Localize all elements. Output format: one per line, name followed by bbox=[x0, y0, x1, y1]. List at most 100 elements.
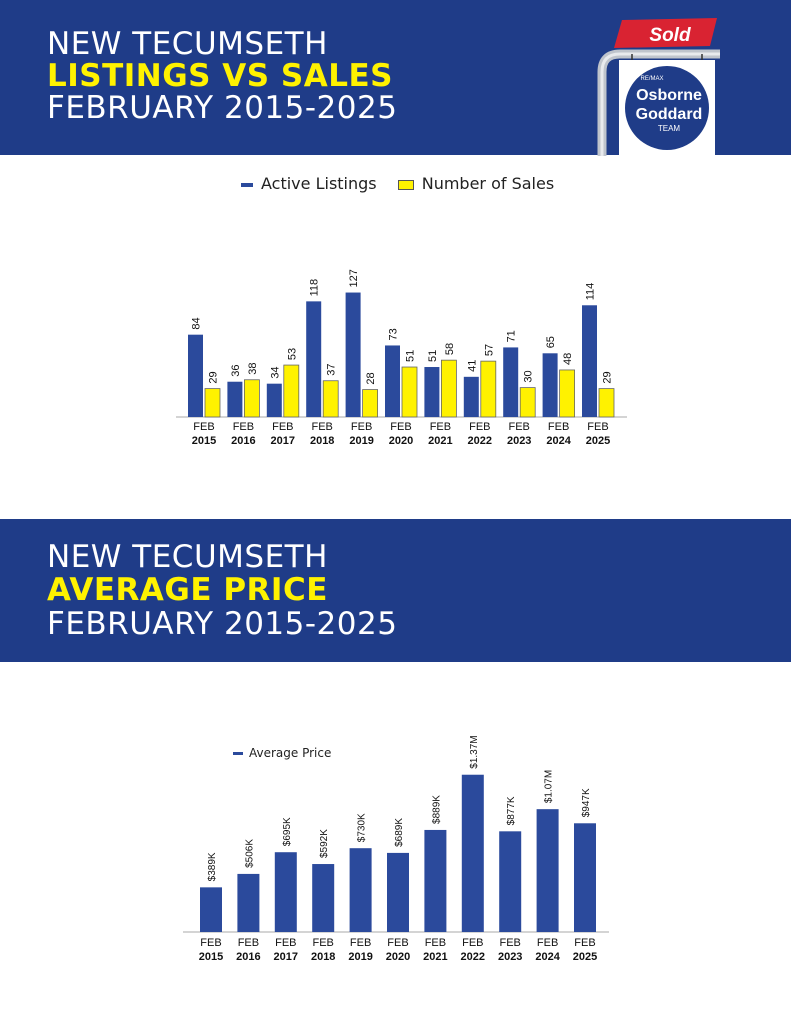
tick-label-month: FEB bbox=[462, 937, 483, 949]
data-label-listings-2024: 65 bbox=[545, 336, 557, 348]
tick-label-year: 2015 bbox=[192, 435, 216, 447]
tick-label-year: 2023 bbox=[507, 435, 531, 447]
title2-line2: AVERAGE PRICE bbox=[47, 572, 328, 608]
logo-name1: Osborne bbox=[636, 87, 702, 104]
tick-label-month: FEB bbox=[272, 421, 293, 433]
chart1-legend: Active Listings Number of Sales bbox=[241, 174, 554, 193]
bar-listings-2020 bbox=[385, 345, 400, 417]
tick-label-month: FEB bbox=[312, 937, 333, 949]
bar-sales-2017 bbox=[283, 364, 300, 418]
legend-label-active-listings: Active Listings bbox=[261, 174, 377, 193]
data-label-listings-2016: 36 bbox=[230, 364, 242, 376]
tick-label-month: FEB bbox=[574, 937, 595, 949]
logo-circle bbox=[625, 66, 709, 150]
tick-label-year: 2017 bbox=[274, 951, 298, 963]
data-label-sales-2016: 38 bbox=[247, 363, 259, 375]
tick-label-year: 2017 bbox=[271, 435, 295, 447]
chart2-legend: Average Price bbox=[233, 746, 331, 760]
data-label-sales-2023: 30 bbox=[523, 370, 535, 382]
bar-listings-2023 bbox=[503, 347, 519, 417]
tick-label-month: FEB bbox=[200, 937, 221, 949]
bar-average-price-2016 bbox=[237, 873, 260, 932]
tick-label-year: 2023 bbox=[498, 951, 522, 963]
bar-listings-2015 bbox=[188, 334, 203, 417]
listings-vs-sales-chart: 84 29 FEB 2015 36 38 FEB 2016 34 53 FEB 2017 118 37 FE… bbox=[176, 269, 627, 447]
bar-sales-2024 bbox=[559, 369, 575, 418]
tick-label-month: FEB bbox=[351, 421, 372, 433]
legend-swatch-blue bbox=[241, 182, 253, 187]
bar-listings-2021 bbox=[424, 367, 440, 417]
data-label-average-price-2019: $730K bbox=[357, 813, 368, 842]
bar-average-price-2023 bbox=[499, 831, 522, 932]
tick-label-month: FEB bbox=[508, 421, 529, 433]
bar-average-price-2022 bbox=[461, 774, 484, 932]
bar-listings-2022 bbox=[463, 376, 479, 417]
tick-label-year: 2019 bbox=[349, 435, 373, 447]
legend-label-number-of-sales: Number of Sales bbox=[421, 174, 555, 193]
logo-name3: TEAM bbox=[658, 124, 681, 133]
title-line2: LISTINGS VS SALES bbox=[47, 58, 393, 94]
tick-label-year: 2020 bbox=[386, 951, 410, 963]
sold-text: Sold bbox=[649, 25, 691, 46]
bar-average-price-2021 bbox=[424, 829, 447, 932]
tick-label-year: 2018 bbox=[311, 951, 335, 963]
tick-label-month: FEB bbox=[387, 937, 408, 949]
tick-label-month: FEB bbox=[350, 937, 371, 949]
bar-listings-2017 bbox=[266, 383, 282, 417]
bar-average-price-2015 bbox=[200, 887, 222, 932]
data-label-average-price-2022: $1.37M bbox=[469, 735, 480, 768]
tick-label-month: FEB bbox=[537, 937, 558, 949]
data-label-listings-2020: 73 bbox=[388, 328, 400, 340]
tick-label-month: FEB bbox=[430, 421, 451, 433]
data-label-listings-2022: 41 bbox=[466, 360, 478, 372]
title2-line1: NEW TECUMSETH bbox=[47, 539, 328, 575]
bar-listings-2019 bbox=[345, 292, 361, 417]
header-banner-average-price: NEW TECUMSETH AVERAGE PRICE FEBRUARY 201… bbox=[0, 519, 791, 662]
data-label-listings-2021: 51 bbox=[427, 350, 439, 362]
tick-label-year: 2019 bbox=[348, 951, 372, 963]
data-label-sales-2021: 58 bbox=[444, 343, 456, 355]
bar-average-price-2020 bbox=[387, 852, 409, 932]
bar-sales-2016 bbox=[243, 379, 260, 418]
title-line3: FEBRUARY 2015-2025 bbox=[47, 90, 398, 126]
bar-average-price-2017 bbox=[274, 852, 297, 932]
tick-label-month: FEB bbox=[499, 937, 520, 949]
tick-label-year: 2016 bbox=[231, 435, 255, 447]
data-label-sales-2018: 37 bbox=[326, 363, 338, 375]
legend-item-active-listings: Active Listings bbox=[241, 174, 382, 193]
data-label-average-price-2020: $689K bbox=[394, 818, 405, 847]
data-label-listings-2025: 114 bbox=[585, 283, 597, 301]
logo-graphic: Sold RE/MAX Osborne Goddard TEAM bbox=[597, 18, 720, 156]
brand-small-text: RE/MAX bbox=[640, 76, 663, 82]
data-label-sales-2017: 53 bbox=[286, 348, 298, 360]
data-label-average-price-2017: $695K bbox=[282, 817, 293, 846]
bar-average-price-2024 bbox=[536, 809, 559, 932]
data-label-sales-2020: 51 bbox=[405, 350, 417, 362]
tick-label-year: 2024 bbox=[535, 951, 560, 963]
tick-label-month: FEB bbox=[587, 421, 608, 433]
tick-label-year: 2015 bbox=[199, 951, 223, 963]
tick-label-month: FEB bbox=[311, 421, 332, 433]
data-label-average-price-2015: $389K bbox=[207, 852, 218, 881]
data-label-average-price-2018: $592K bbox=[319, 829, 330, 858]
tick-label-year: 2025 bbox=[586, 435, 610, 447]
tick-label-month: FEB bbox=[193, 421, 214, 433]
average-price-chart: $389K FEB 2015 $506K FEB 2016 $695K FEB 2017 $592… bbox=[183, 735, 609, 963]
data-label-average-price-2024: $1.07M bbox=[544, 770, 555, 803]
data-label-sales-2025: 29 bbox=[602, 371, 614, 383]
bar-sales-2015 bbox=[204, 388, 221, 418]
tick-label-year: 2021 bbox=[423, 951, 447, 963]
legend-swatch-yellow bbox=[397, 179, 414, 190]
tick-label-year: 2020 bbox=[389, 435, 413, 447]
tick-label-year: 2025 bbox=[573, 951, 597, 963]
tick-label-year: 2022 bbox=[461, 951, 485, 963]
data-label-listings-2019: 127 bbox=[348, 269, 360, 287]
data-label-average-price-2016: $506K bbox=[244, 839, 255, 868]
tick-label-year: 2021 bbox=[428, 435, 452, 447]
bar-listings-2016 bbox=[227, 381, 243, 417]
brand-logo: Sold RE/MAX Osborne Goddard TEAM bbox=[592, 16, 732, 156]
tick-label-month: FEB bbox=[275, 937, 296, 949]
data-label-listings-2018: 118 bbox=[309, 279, 321, 297]
bar-listings-2024 bbox=[542, 353, 558, 417]
tick-label-month: FEB bbox=[390, 421, 411, 433]
